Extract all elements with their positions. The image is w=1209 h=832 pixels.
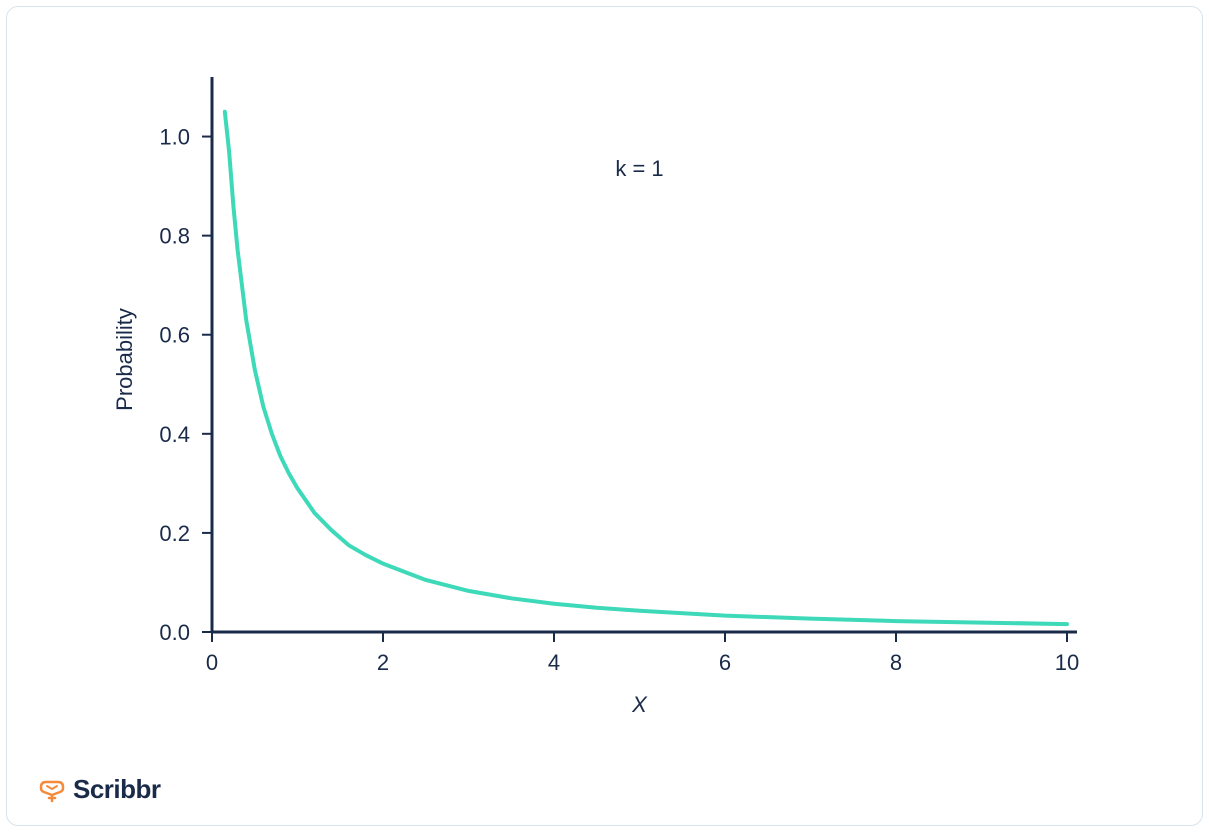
- chart-card: 0 2 4 6 8 10 0.0 0.2 0.4 0.6 0.8 1.0 X Probability k =…: [6, 6, 1203, 826]
- y-tick-label: 0.2: [159, 521, 190, 546]
- y-tick-label: 0.4: [159, 422, 190, 447]
- x-tick-label: 0: [206, 650, 218, 675]
- y-tick-label: 1.0: [159, 125, 190, 150]
- chart-container: 0 2 4 6 8 10 0.0 0.2 0.4 0.6 0.8 1.0 X Probability k =…: [67, 47, 1142, 745]
- y-axis-label: Probability: [112, 308, 137, 411]
- scribbr-icon: [37, 775, 67, 805]
- brand-logo: Scribbr: [37, 774, 161, 805]
- y-tick-label: 0.8: [159, 224, 190, 249]
- x-axis-label: X: [631, 692, 648, 717]
- x-tick-label: 10: [1055, 650, 1079, 675]
- series-line: [225, 112, 1067, 624]
- x-tick-label: 6: [719, 650, 731, 675]
- y-tick-label: 0.0: [159, 620, 190, 645]
- annotation-text: k = 1: [615, 156, 663, 181]
- line-chart: 0 2 4 6 8 10 0.0 0.2 0.4 0.6 0.8 1.0 X Probability k =…: [67, 47, 1127, 747]
- x-tick-label: 2: [377, 650, 389, 675]
- x-tick-label: 8: [890, 650, 902, 675]
- x-tick-label: 4: [548, 650, 560, 675]
- y-tick-label: 0.6: [159, 323, 190, 348]
- brand-name: Scribbr: [73, 774, 161, 805]
